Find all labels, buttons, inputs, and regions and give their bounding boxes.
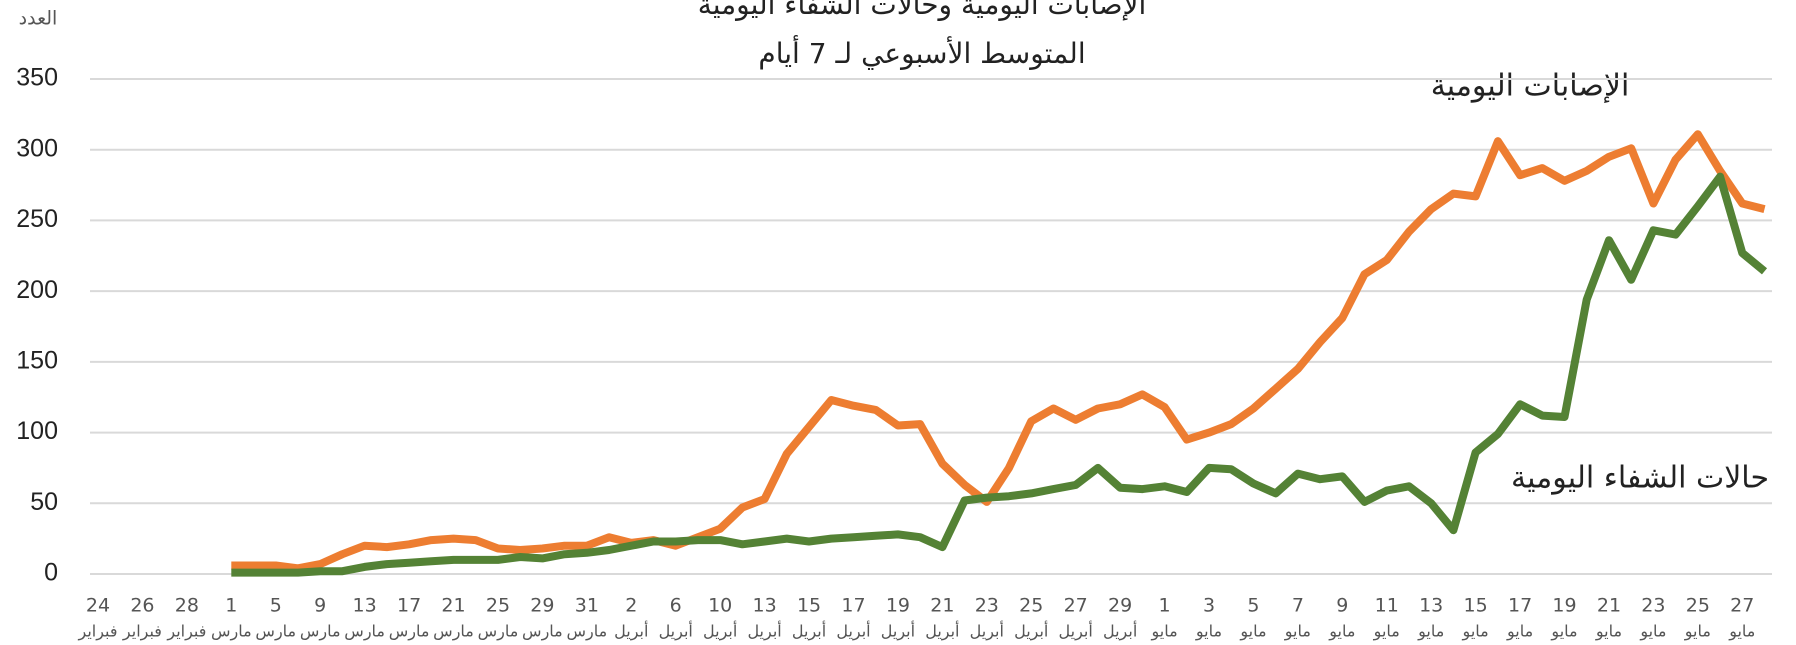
- x-tick-label: 1: [1159, 595, 1171, 617]
- x-tick-month: مارس: [522, 622, 563, 642]
- x-tick-label: 9: [314, 595, 326, 617]
- x-tick-label: 29: [1108, 595, 1132, 617]
- series-line: [231, 130, 1766, 573]
- x-tick-month: مارس: [211, 622, 252, 642]
- x-tick-label: 21: [441, 595, 465, 617]
- x-tick-label: 17: [1508, 595, 1532, 617]
- x-tick-label: 3: [1203, 595, 1215, 617]
- x-tick-label: 13: [353, 595, 377, 617]
- x-tick-month: أبريل: [792, 621, 826, 642]
- x-tick-month: مارس: [389, 622, 430, 642]
- x-tick-month: مايو: [1462, 622, 1489, 642]
- x-tick-month: أبريل: [703, 621, 737, 642]
- series-line: [231, 172, 1768, 577]
- x-tick-label: 29: [530, 595, 554, 617]
- chart-title: الإصابات اليومية وحالات الشفاء اليومية: [698, 0, 1147, 21]
- x-tick-month: فبراير: [122, 622, 162, 642]
- x-tick-label: 26: [130, 595, 154, 617]
- x-tick-label: 11: [1375, 595, 1399, 617]
- x-tick-month: مارس: [433, 622, 474, 642]
- x-tick-month: فبراير: [166, 622, 206, 642]
- x-tick-label: 21: [1597, 595, 1621, 617]
- x-tick-month: أبريل: [1103, 621, 1137, 642]
- x-tick-label: 23: [1641, 595, 1665, 617]
- x-tick-label: 13: [753, 595, 777, 617]
- y-tick-label: 150: [16, 346, 58, 374]
- x-tick-label: 17: [841, 595, 865, 617]
- x-tick-label: 17: [397, 595, 421, 617]
- series-annotation: حالات الشفاء اليومية: [1511, 461, 1769, 496]
- x-tick-label: 19: [886, 595, 910, 617]
- series-annotation: الإصابات اليومية: [1431, 69, 1630, 104]
- x-tick-month: مايو: [1328, 622, 1355, 642]
- x-tick-label: 10: [708, 595, 732, 617]
- x-tick-label: 7: [1292, 595, 1304, 617]
- x-tick-month: أبريل: [881, 621, 915, 642]
- y-tick-label: 0: [44, 559, 58, 587]
- x-tick-month: مايو: [1550, 622, 1577, 642]
- x-tick-month: أبريل: [747, 621, 781, 642]
- y-tick-label: 250: [16, 205, 58, 233]
- x-tick-month: فبراير: [77, 622, 117, 642]
- x-tick-month: أبريل: [614, 621, 648, 642]
- x-tick-month: مايو: [1728, 622, 1755, 642]
- x-tick-label: 25: [486, 595, 510, 617]
- x-tick-label: 19: [1552, 595, 1576, 617]
- x-tick-month: مايو: [1195, 622, 1222, 642]
- x-tick-month: أبريل: [970, 621, 1004, 642]
- x-tick-label: 9: [1336, 595, 1348, 617]
- x-tick-label: 27: [1730, 595, 1754, 617]
- x-tick-label: 23: [975, 595, 999, 617]
- x-tick-month: مايو: [1595, 622, 1622, 642]
- x-tick-label: 27: [1064, 595, 1088, 617]
- y-tick-label: 200: [16, 276, 58, 304]
- x-tick-month: مارس: [344, 622, 385, 642]
- y-tick-label: 100: [16, 417, 58, 445]
- y-tick-label: 300: [16, 134, 58, 162]
- x-tick-label: 25: [1019, 595, 1043, 617]
- x-tick-month: مارس: [255, 622, 296, 642]
- x-tick-month: أبريل: [1014, 621, 1048, 642]
- x-tick-month: أبريل: [836, 621, 870, 642]
- x-tick-month: مارس: [300, 622, 341, 642]
- x-tick-label: 13: [1419, 595, 1443, 617]
- x-tick-month: مايو: [1239, 622, 1266, 642]
- chart-subtitle: المتوسط الأسبوعي لـ 7 أيام: [758, 34, 1085, 70]
- x-tick-month: مايو: [1639, 622, 1666, 642]
- x-tick-label: 1: [225, 595, 237, 617]
- x-tick-label: 15: [1464, 595, 1488, 617]
- x-tick-label: 25: [1686, 595, 1710, 617]
- x-tick-label: 28: [175, 595, 199, 617]
- x-tick-month: أبريل: [1059, 621, 1093, 642]
- x-tick-label: 6: [670, 595, 682, 617]
- x-tick-label: 5: [1247, 595, 1259, 617]
- y-axis-label: العدد: [19, 8, 58, 30]
- x-tick-label: 24: [86, 595, 110, 617]
- y-tick-label: 50: [30, 488, 58, 516]
- x-tick-label: 31: [575, 595, 599, 617]
- x-tick-month: أبريل: [659, 621, 693, 642]
- x-tick-label: 5: [270, 595, 282, 617]
- y-tick-label: 350: [16, 64, 58, 92]
- x-tick-month: مارس: [478, 622, 519, 642]
- x-tick-label: 2: [625, 595, 637, 617]
- x-tick-month: مايو: [1684, 622, 1711, 642]
- x-tick-month: مايو: [1284, 622, 1311, 642]
- x-tick-label: 15: [797, 595, 821, 617]
- x-tick-month: مايو: [1150, 622, 1177, 642]
- x-tick-label: 21: [930, 595, 954, 617]
- x-tick-month: مايو: [1417, 622, 1444, 642]
- x-tick-month: مارس: [566, 622, 607, 642]
- x-tick-month: أبريل: [925, 621, 959, 642]
- x-tick-month: مايو: [1506, 622, 1533, 642]
- x-tick-month: مايو: [1373, 622, 1400, 642]
